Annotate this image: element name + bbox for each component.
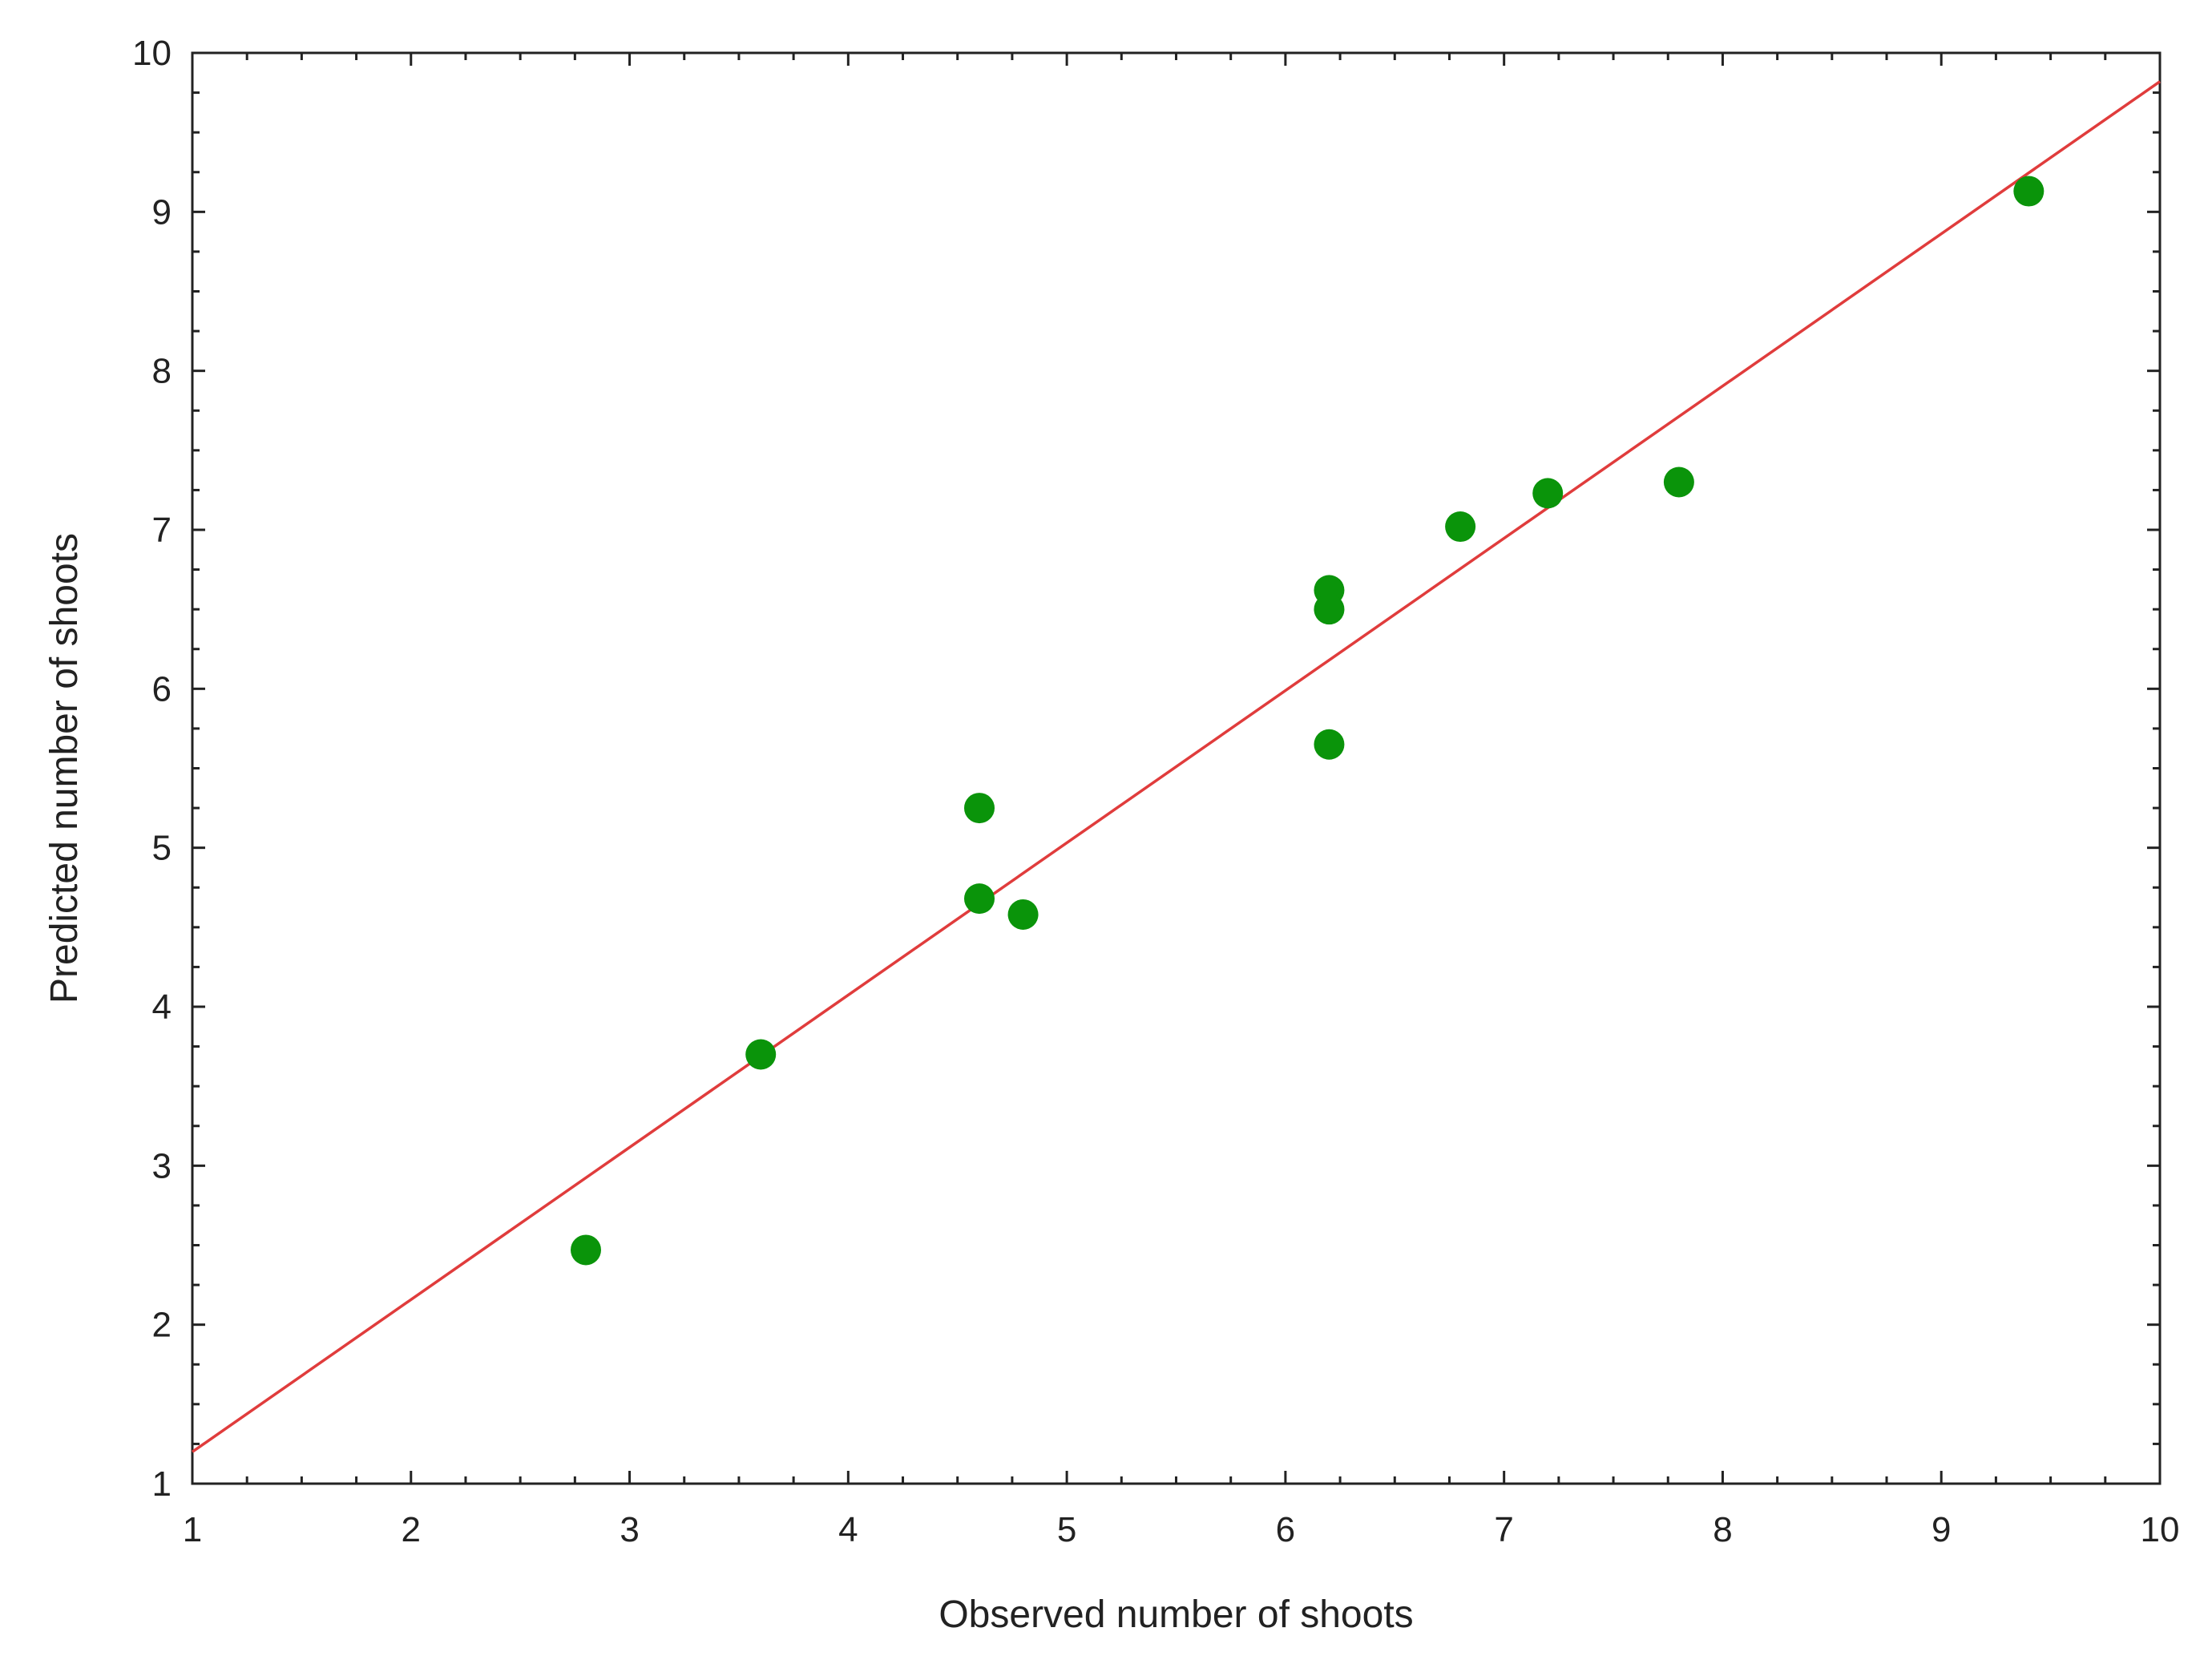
data-points	[571, 176, 2044, 1266]
data-point	[2013, 176, 2044, 207]
x-tick-label: 3	[620, 1510, 639, 1549]
fit-line	[191, 80, 2162, 1453]
x-tick-label: 6	[1276, 1510, 1295, 1549]
x-tick-label: 5	[1057, 1510, 1076, 1549]
data-point	[1007, 899, 1039, 930]
x-axis-title: Observed number of shoots	[938, 1593, 1413, 1636]
y-tick-label: 5	[152, 829, 172, 868]
data-point	[571, 1234, 601, 1266]
y-tick-label: 2	[152, 1306, 172, 1345]
x-tick-label: 8	[1713, 1510, 1732, 1549]
data-point	[1314, 729, 1345, 760]
x-tick-label: 2	[402, 1510, 421, 1549]
y-tick-label: 10	[132, 34, 172, 73]
y-tick-label: 9	[152, 192, 172, 232]
y-tick-label: 8	[152, 352, 172, 391]
y-tick-label: 7	[152, 511, 172, 550]
data-point	[745, 1039, 777, 1070]
data-point	[1445, 511, 1476, 543]
data-point	[964, 883, 995, 915]
data-point	[1663, 466, 1694, 498]
y-tick-label: 3	[152, 1146, 172, 1185]
data-point	[1314, 594, 1345, 625]
y-tick-label: 6	[152, 669, 172, 709]
y-axis-title: Predicted number of shoots	[43, 533, 86, 1004]
y-tick-label: 4	[152, 987, 172, 1027]
x-tick-label: 7	[1494, 1510, 1513, 1549]
x-tick-label: 4	[838, 1510, 858, 1549]
data-point	[1532, 478, 1564, 509]
x-tick-labels: 1 2 3 4 5 6 7 8 9 10	[183, 1510, 2180, 1549]
axis-ticks	[191, 51, 2162, 1485]
x-tick-label: 10	[2141, 1510, 2180, 1549]
x-tick-label: 1	[183, 1510, 202, 1549]
data-point	[964, 793, 995, 824]
x-tick-label: 9	[1931, 1510, 1951, 1549]
y-tick-labels: 1 2 3 4 5 6 7 8 9 10	[132, 34, 172, 1504]
y-tick-label: 1	[152, 1464, 172, 1504]
